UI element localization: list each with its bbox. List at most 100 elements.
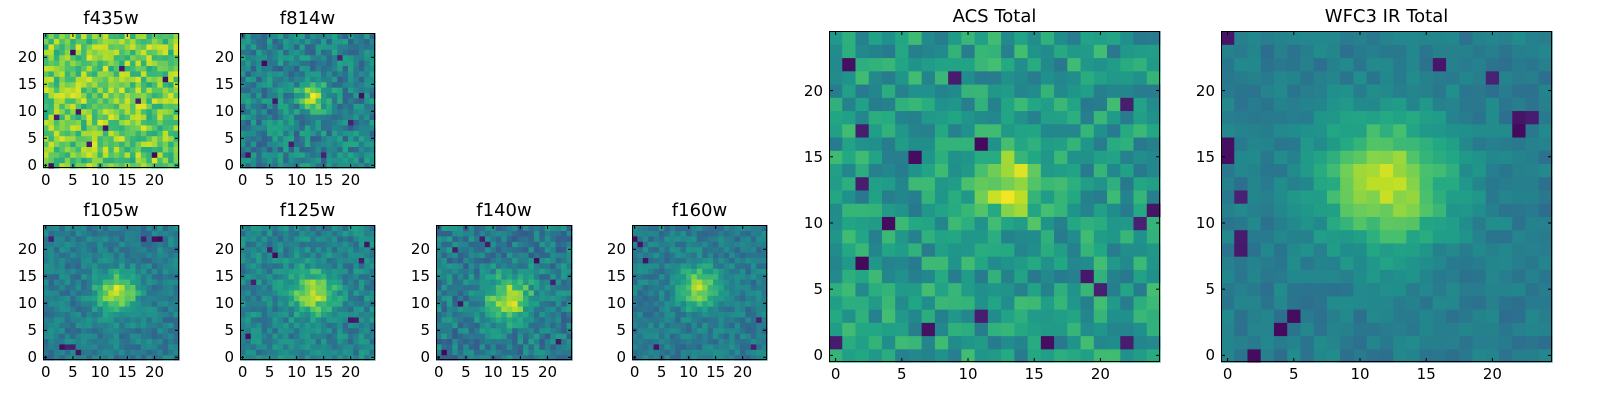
heatmap-cell: [272, 246, 279, 253]
heatmap-cell: [653, 300, 660, 307]
y-tick-label: 0: [27, 156, 37, 175]
heatmap-cell: [59, 252, 66, 258]
heatmap-cell: [1120, 309, 1135, 323]
heatmap-cell: [369, 130, 376, 137]
heatmap-cell: [240, 241, 246, 248]
heatmap-cell: [1221, 203, 1235, 217]
heatmap-cell: [342, 70, 349, 77]
heatmap-cell: [501, 262, 508, 269]
heatmap-cell: [723, 235, 730, 242]
heatmap-cell: [59, 87, 66, 93]
heatmap-cell: [364, 333, 371, 339]
heatmap-cell: [463, 295, 470, 302]
heatmap-cell: [288, 295, 295, 302]
heatmap-cell: [974, 44, 989, 59]
heatmap-cell: [1499, 256, 1513, 270]
heatmap-cell: [1133, 269, 1148, 284]
heatmap-cell: [555, 279, 562, 285]
heatmap-cell: [474, 230, 481, 237]
heatmap-cell: [113, 322, 120, 329]
heatmap-cell: [680, 289, 687, 296]
heatmap-cell: [91, 273, 98, 280]
heatmap-cell: [512, 257, 519, 264]
heatmap-cell: [1499, 189, 1513, 204]
heatmap-cell: [331, 157, 338, 164]
heatmap-cell: [256, 135, 263, 142]
heatmap-cell: [1107, 57, 1121, 72]
heatmap-cell: [261, 241, 268, 248]
heatmap-cell: [113, 114, 120, 120]
heatmap-cell: [987, 203, 1002, 217]
heatmap-cell: [348, 81, 354, 88]
heatmap-cell: [961, 229, 976, 244]
heatmap-cell: [729, 284, 736, 291]
heatmap-cell: [881, 31, 896, 45]
heatmap-cell: [102, 43, 109, 50]
heatmap-cell: [353, 130, 360, 137]
heatmap-cell: [664, 246, 671, 253]
heatmap-cell: [881, 322, 896, 337]
heatmap-cell: [921, 97, 936, 112]
heatmap-cell: [1485, 256, 1500, 270]
heatmap-cell: [463, 268, 470, 275]
heatmap-cell: [474, 333, 481, 339]
heatmap-cell: [337, 300, 344, 307]
heatmap-cell: [97, 273, 104, 280]
heatmap-cell: [81, 146, 88, 153]
heatmap-cell: [304, 135, 311, 142]
heatmap-cell: [974, 150, 989, 164]
heatmap-cell: [75, 141, 82, 147]
heatmap-cell: [686, 295, 692, 302]
heatmap-cell: [245, 141, 252, 147]
heatmap-cell: [102, 49, 109, 56]
heatmap-cell: [240, 124, 246, 131]
heatmap-cell: [267, 333, 273, 339]
heatmap-cell: [740, 338, 746, 345]
heatmap-cell: [310, 354, 317, 361]
heatmap-cell: [987, 269, 1002, 284]
heatmap-cell: [506, 225, 513, 231]
heatmap-cell: [108, 81, 115, 88]
heatmap-cell: [675, 322, 682, 329]
heatmap-cell: [457, 322, 464, 329]
heatmap-cell: [288, 235, 295, 242]
heatmap-cell: [756, 279, 763, 285]
heatmap-cell: [734, 349, 741, 356]
heatmap-cell: [168, 333, 175, 339]
heatmap-cell: [240, 87, 246, 93]
heatmap-cell: [283, 65, 290, 72]
heatmap-cell: [561, 338, 568, 345]
heatmap-cell: [1340, 176, 1354, 191]
heatmap-cell: [686, 338, 692, 345]
heatmap-cell: [146, 162, 153, 169]
heatmap-cell: [642, 262, 649, 269]
heatmap-cell: [173, 225, 180, 231]
heatmap-cell: [468, 241, 475, 248]
y-tick-label: 20: [803, 81, 823, 100]
heatmap-cell: [321, 338, 327, 345]
heatmap-cell: [91, 70, 98, 77]
heatmap-cell: [369, 76, 376, 83]
heatmap-cell: [842, 322, 857, 337]
heatmap-cell: [86, 54, 93, 61]
heatmap-cell: [256, 38, 263, 45]
heatmap-cell: [506, 327, 513, 334]
heatmap-cell: [1432, 229, 1447, 244]
heatmap-cell: [1393, 256, 1407, 270]
heatmap-cell: [653, 246, 660, 253]
axes-frame: [436, 225, 572, 360]
heatmap-cell: [162, 87, 169, 93]
heatmap-cell: [544, 289, 551, 296]
heatmap-cell: [659, 333, 665, 339]
heatmap-cell: [321, 311, 327, 318]
heatmap-cell: [240, 306, 246, 312]
heatmap-cell: [130, 295, 137, 302]
heatmap-cell: [1499, 176, 1513, 191]
heatmap-cell: [637, 338, 644, 345]
heatmap-cell: [283, 343, 290, 350]
heatmap-cell: [539, 241, 546, 248]
heatmap-cell: [1379, 203, 1394, 217]
heatmap-cell: [369, 279, 376, 285]
heatmap-cell: [974, 242, 989, 257]
heatmap-cell: [162, 146, 169, 153]
